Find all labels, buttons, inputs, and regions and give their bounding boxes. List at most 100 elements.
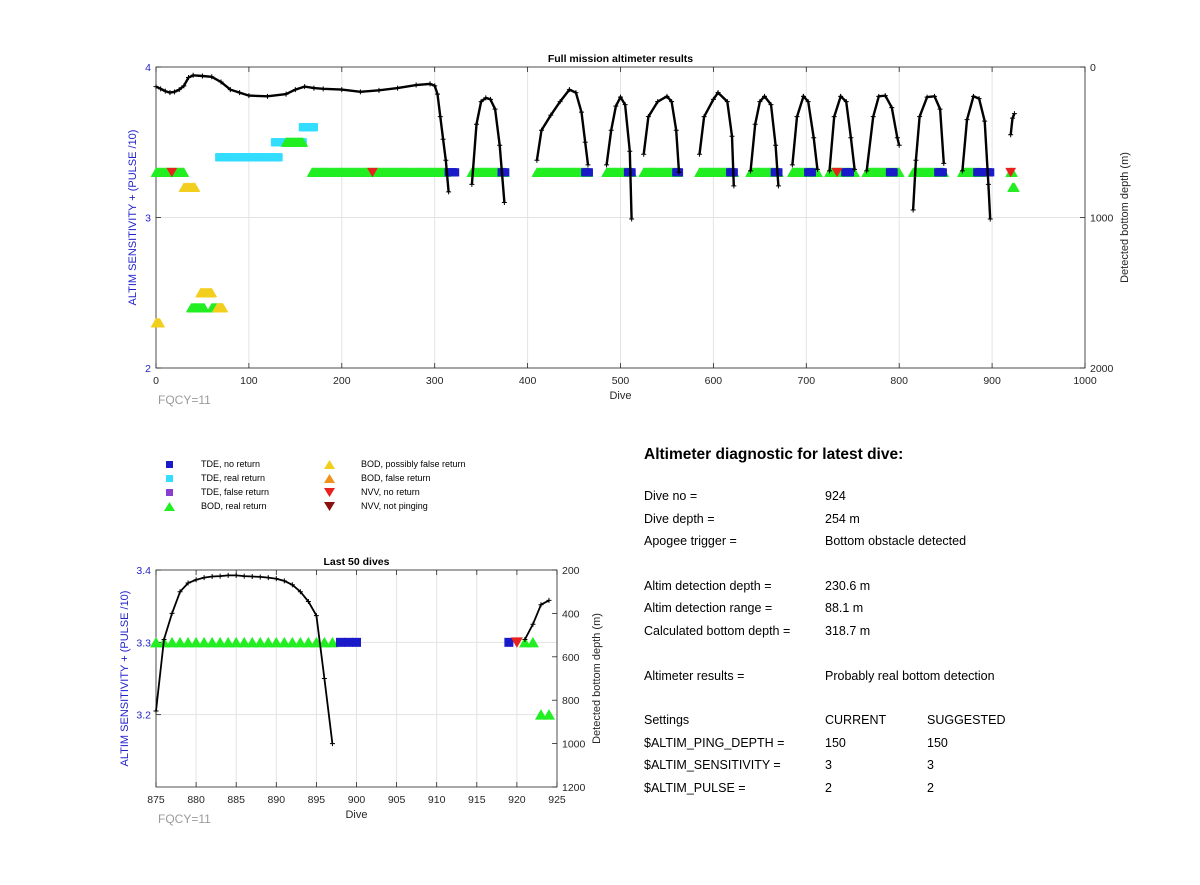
data-marker xyxy=(335,637,345,647)
diagnostic-key: $ALTIM_PULSE = xyxy=(644,780,746,795)
depth-point xyxy=(852,166,858,172)
data-marker xyxy=(297,137,309,147)
depth-line xyxy=(961,94,992,220)
diagnostic-title: Altimeter diagnostic for latest dive: xyxy=(644,446,904,463)
data-marker xyxy=(352,637,361,647)
data-marker xyxy=(286,636,299,648)
data-marker xyxy=(526,636,539,648)
last-50-dives-chart: 875 880 885 890 895 900 905 910 915 920 925 3.2 3.3 3… xyxy=(119,556,603,826)
diagnostic-key: Dive depth = xyxy=(644,511,715,526)
diagnostic-row: Dive no = 924 xyxy=(644,489,1184,512)
x-axis-label: Dive xyxy=(345,809,367,821)
depth-point xyxy=(578,109,584,115)
depth-point xyxy=(311,85,317,91)
data-marker xyxy=(542,709,555,720)
depth-point xyxy=(629,216,635,222)
diagnostic-key: Altim detection range = xyxy=(644,601,773,616)
chart-legend: TDE, no return TDE, real return TDE, false… xyxy=(160,458,540,518)
depth-point xyxy=(622,102,628,108)
suggested-value: 2 xyxy=(927,780,934,795)
depth-point xyxy=(237,90,243,96)
depth-point xyxy=(492,106,498,112)
depth-point xyxy=(539,127,545,133)
depth-point xyxy=(987,216,993,222)
legend-marker-icon xyxy=(324,488,335,497)
y2-tick-label: 0 xyxy=(1090,62,1096,74)
legend-label: TDE, no return xyxy=(201,459,261,469)
depth-point xyxy=(283,91,289,97)
depth-point xyxy=(924,94,930,100)
depth-line xyxy=(605,94,633,220)
legend-label: BOD, real return xyxy=(201,501,267,511)
depth-point xyxy=(937,106,943,112)
depth-point xyxy=(761,93,767,99)
settings-label: Settings xyxy=(644,713,690,728)
data-marker xyxy=(1005,167,1017,178)
depth-point xyxy=(831,114,837,120)
depth-point xyxy=(1008,132,1014,138)
legend-label: TDE, real return xyxy=(201,473,266,483)
legend-label: BOD, possibly false return xyxy=(361,459,466,469)
depth-line xyxy=(791,93,819,170)
current-header: CURRENT xyxy=(825,713,887,728)
depth-point xyxy=(794,114,800,120)
depth-point xyxy=(432,83,438,89)
depth-point xyxy=(1010,115,1016,121)
depth-point xyxy=(801,93,807,99)
diagnostic-key: Apogee trigger = xyxy=(644,534,737,549)
depth-point xyxy=(265,575,271,581)
depth-point xyxy=(305,598,311,604)
depth-point xyxy=(676,169,682,175)
y-tick-label: 3.3 xyxy=(136,637,151,649)
depth-point xyxy=(329,741,335,747)
depth-point xyxy=(227,87,233,93)
diagnostic-row: Apogee trigger = Bottom obstacle detected xyxy=(644,534,1184,557)
x-tick-label: 0 xyxy=(153,375,159,387)
depth-point xyxy=(487,96,493,102)
diagnostic-row: Dive depth = 254 m xyxy=(644,512,1184,535)
data-marker xyxy=(198,636,211,648)
x-tick-label: 920 xyxy=(508,794,526,806)
depth-point xyxy=(557,99,563,105)
settings-row: $ALTIM_SENSITIVITY = 3 3 xyxy=(644,758,1184,781)
depth-point xyxy=(185,580,191,586)
depth-point xyxy=(894,135,900,141)
depth-point xyxy=(917,114,923,120)
depth-point xyxy=(773,142,779,148)
data-marker xyxy=(206,636,219,648)
data-marker xyxy=(584,168,593,177)
y-tick-label: 4 xyxy=(145,62,151,74)
diagnostic-value: 88.1 m xyxy=(825,601,864,616)
depth-line xyxy=(865,94,901,171)
y2-tick-label: 2000 xyxy=(1090,363,1114,375)
depth-point xyxy=(941,160,947,166)
depth-point xyxy=(209,74,215,80)
chart-title: Full mission altimeter results xyxy=(548,53,693,65)
y2-tick-label: 1000 xyxy=(1090,213,1114,225)
data-marker xyxy=(627,168,636,177)
depth-point xyxy=(249,574,255,580)
depth-point xyxy=(882,93,888,99)
depth-point xyxy=(673,127,679,133)
data-marker xyxy=(174,636,187,648)
depth-point xyxy=(876,93,882,99)
fqcy-annotation: FQCY=11 xyxy=(158,812,211,826)
legend-label: BOD, false return xyxy=(361,473,431,483)
depth-line xyxy=(535,88,590,165)
depth-point xyxy=(289,582,295,588)
x-tick-label: 200 xyxy=(333,375,351,387)
diagnostic-value: 924 xyxy=(825,489,846,503)
suggested-value: 150 xyxy=(927,735,948,750)
diagnostic-key: Altimeter results = xyxy=(644,668,745,683)
depth-line xyxy=(828,94,856,171)
diagnostic-row: Altimeter results = Probably real bottom … xyxy=(644,669,1184,692)
data-marker xyxy=(182,636,195,648)
data-marker xyxy=(274,153,283,162)
depth-point xyxy=(789,162,795,168)
depth-point xyxy=(443,157,449,163)
diagnostic-key: $ALTIM_SENSITIVITY = xyxy=(644,758,781,773)
depth-point xyxy=(530,621,536,627)
depth-point xyxy=(701,114,707,120)
depth-point xyxy=(201,575,207,581)
depth-point xyxy=(522,636,528,642)
